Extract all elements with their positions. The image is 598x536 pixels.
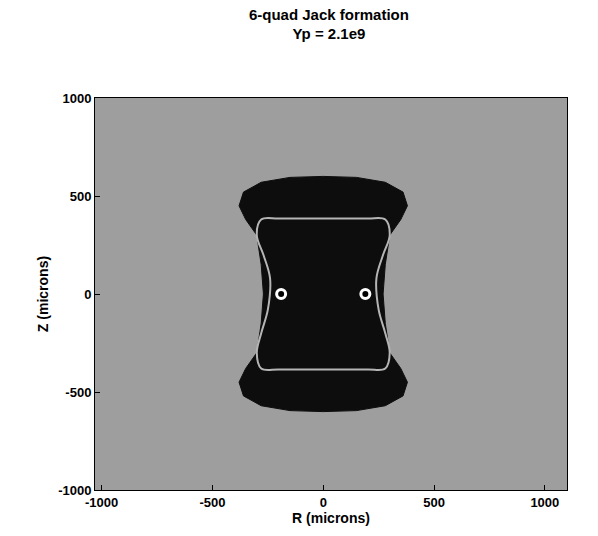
- svg-text:-500: -500: [65, 385, 91, 400]
- svg-text:-500: -500: [199, 495, 225, 510]
- svg-text:1000: 1000: [62, 91, 91, 106]
- svg-text:R (microns): R (microns): [292, 510, 370, 526]
- svg-text:-1000: -1000: [85, 495, 118, 510]
- svg-text:1000: 1000: [530, 495, 559, 510]
- svg-text:0: 0: [320, 495, 327, 510]
- svg-text:6-quad Jack formationYp = 2.1e: 6-quad Jack formationYp = 2.1e9: [249, 6, 409, 43]
- svg-text:0: 0: [84, 287, 91, 302]
- svg-text:Z (microns): Z (microns): [35, 256, 51, 332]
- svg-text:500: 500: [70, 189, 92, 204]
- svg-text:-1000: -1000: [58, 483, 91, 498]
- svg-text:500: 500: [423, 495, 445, 510]
